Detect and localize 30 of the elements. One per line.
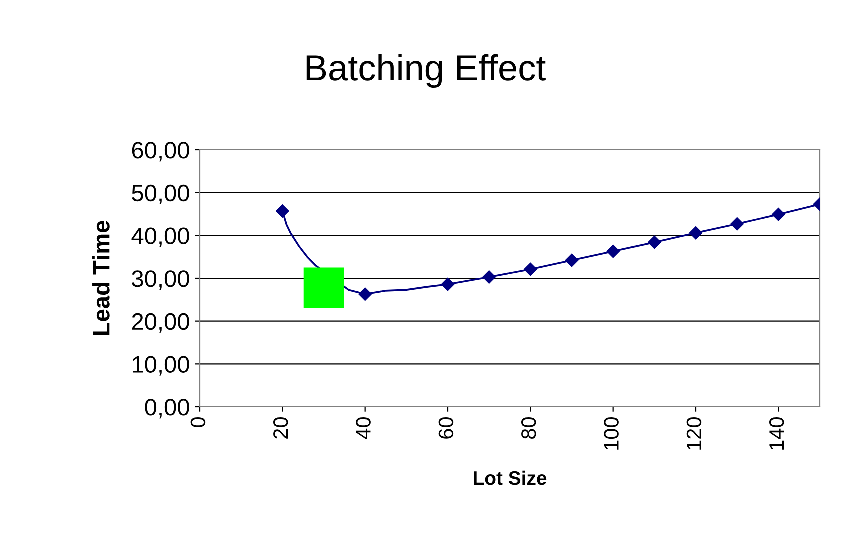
chart-title: Batching Effect bbox=[306, 54, 546, 88]
y-tick-label: 40,00 bbox=[132, 228, 190, 248]
x-tick-label: 100 bbox=[604, 418, 619, 450]
y-axis-title: Lead Time bbox=[92, 221, 110, 336]
point bbox=[730, 218, 744, 231]
x-tick-label: 120 bbox=[686, 418, 702, 450]
y-tick-label: 0,00 bbox=[145, 399, 190, 419]
point bbox=[482, 270, 496, 284]
point bbox=[565, 254, 579, 268]
point bbox=[304, 268, 344, 308]
y-tick-label: 50,00 bbox=[132, 184, 190, 204]
x-tick-label: 20 bbox=[274, 418, 288, 439]
x-tick-label: 40 bbox=[356, 418, 371, 440]
x-tick-label: 0 bbox=[190, 418, 206, 428]
x-tick-label: 80 bbox=[522, 418, 536, 439]
point bbox=[358, 288, 372, 301]
y-tick-label: 20,00 bbox=[132, 313, 190, 333]
y-tick-label: 30,00 bbox=[132, 270, 190, 290]
point bbox=[606, 244, 620, 258]
x-tick-label: 60 bbox=[438, 418, 454, 439]
x-axis-title: Lot Size bbox=[474, 470, 547, 486]
point bbox=[276, 204, 290, 218]
y-tick-label: 10,00 bbox=[133, 356, 190, 376]
point bbox=[524, 262, 538, 276]
point bbox=[772, 208, 786, 222]
point bbox=[441, 278, 455, 292]
x-tick-label: 140 bbox=[770, 418, 784, 450]
y-tick-label: 60,00 bbox=[132, 142, 190, 162]
point bbox=[648, 236, 662, 250]
point bbox=[689, 226, 703, 240]
